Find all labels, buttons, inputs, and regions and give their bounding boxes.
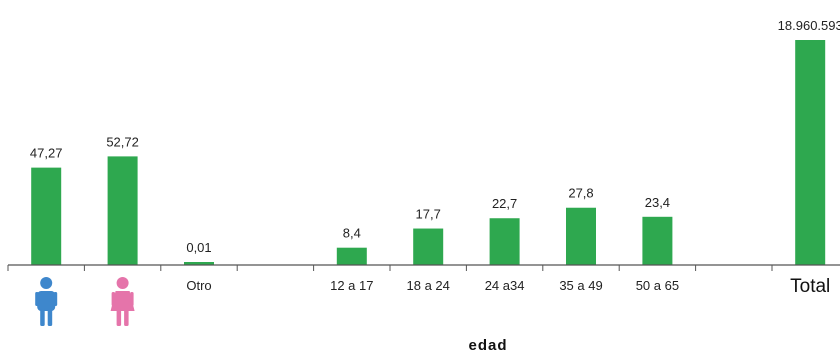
bar <box>795 40 826 265</box>
category-label: Otro <box>186 278 211 293</box>
x-axis <box>7 264 840 271</box>
data-label: 0,01 <box>186 240 211 255</box>
bars-group <box>31 40 826 265</box>
data-label: 52,72 <box>106 134 139 149</box>
bar <box>184 262 214 265</box>
category-label: 18 a 24 <box>407 278 450 293</box>
bar <box>413 228 444 265</box>
category-label: Total <box>790 276 830 297</box>
category-label: 24 a34 <box>485 278 525 293</box>
bar <box>107 156 138 265</box>
labels-group: 47,27 52,72 0,01 Otro 8,4 12 a 17 17,7 18 a 24 2… <box>30 18 840 326</box>
data-label: 23,4 <box>645 195 670 210</box>
bar <box>642 216 673 265</box>
category-label: 35 a 49 <box>559 278 602 293</box>
category-label: 50 a 65 <box>636 278 679 293</box>
female-person-icon <box>110 277 135 326</box>
bar <box>31 167 62 265</box>
data-label: 17,7 <box>416 207 441 222</box>
data-label: 18.960.593 <box>778 18 840 33</box>
data-label: 8,4 <box>343 226 361 241</box>
category-label: 12 a 17 <box>330 278 373 293</box>
bar <box>489 218 520 265</box>
bar <box>336 247 367 265</box>
data-label: 22,7 <box>492 196 517 211</box>
x-axis-label: edad <box>468 337 507 354</box>
bar <box>566 207 596 265</box>
data-label: 47,27 <box>30 146 63 161</box>
male-person-icon <box>35 277 58 326</box>
data-label: 27,8 <box>568 186 593 201</box>
